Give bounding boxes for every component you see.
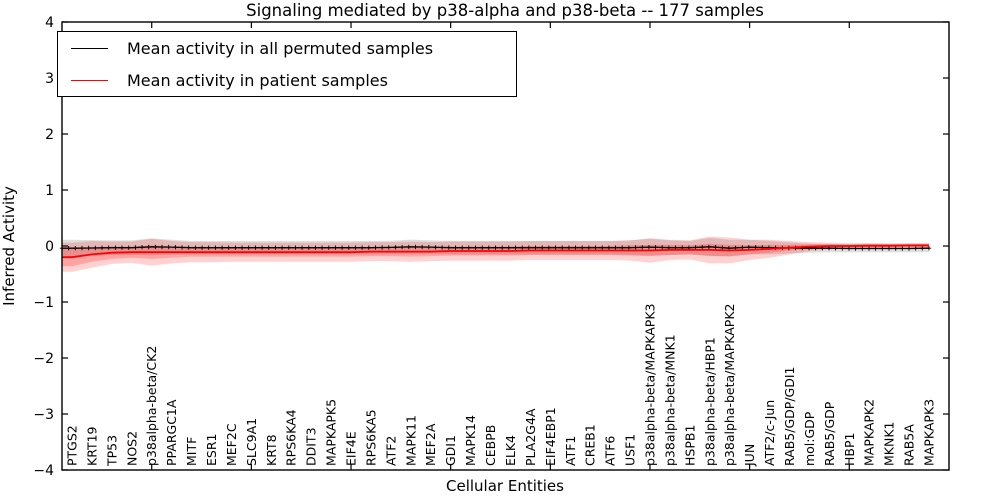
band-patient-outer (62, 236, 929, 272)
x-tick-label: p38alpha-beta/MNK1 (662, 334, 677, 466)
x-tick-label: MAPKAPK3 (922, 399, 937, 466)
x-tick-label: HBP1 (842, 433, 857, 466)
y-tick-label: −2 (33, 351, 54, 367)
x-tick-label: p38alpha-beta/CK2 (144, 346, 159, 466)
x-tick-label: PLA2G4A (523, 408, 538, 466)
x-tick-label: MITF (184, 437, 199, 466)
line-patient-mean (62, 244, 929, 259)
x-tick-label: DDIT3 (304, 427, 319, 466)
y-tick-label: 2 (45, 127, 54, 143)
x-tick-label: ATF2 (383, 436, 398, 466)
x-tick-label: RAB5/GDP/GDI1 (782, 367, 797, 466)
x-tick-label: p38alpha-beta/MAPKAPK2 (722, 304, 737, 467)
x-tick-label: MEF2C (224, 423, 239, 466)
x-tick-label: GDI1 (443, 435, 458, 466)
x-tick-label: RAB5A (902, 424, 917, 466)
x-tick-label: ATF2/c-Jun (762, 400, 777, 466)
x-tick-label: ATF6 (603, 436, 618, 466)
x-tick-label: ELK4 (503, 435, 518, 466)
y-tick-label: −3 (33, 407, 54, 423)
x-tick-label: HSPB1 (682, 425, 697, 466)
y-axis-label: Inferred Activity (0, 186, 18, 306)
x-tick-label: JUN (742, 444, 757, 467)
legend-label-patient: Mean activity in patient samples (127, 70, 388, 90)
x-tick-label: CREB1 (583, 424, 598, 466)
x-tick-label: p38alpha-beta/HBP1 (702, 337, 717, 466)
x-tick-label: CEBPB (483, 425, 498, 466)
x-tick-label: MAPKAPK2 (862, 399, 877, 466)
y-tick-label: −4 (33, 463, 54, 479)
y-tick-label: 0 (45, 239, 54, 255)
x-tick-label: NOS2 (124, 431, 139, 466)
x-tick-label: MKNK1 (882, 422, 897, 466)
x-tick-label: ATF1 (563, 436, 578, 466)
x-tick-label: PTGS2 (65, 425, 80, 466)
legend: Mean activity in all permuted samples Me… (57, 31, 517, 97)
x-tick-label: PPARGC1A (164, 399, 179, 466)
legend-entry-permuted: Mean activity in all permuted samples (58, 34, 516, 62)
x-tick-label: RPS6KA5 (363, 409, 378, 466)
y-tick-label: −1 (33, 295, 54, 311)
x-tick-label: MEF2A (423, 423, 438, 466)
x-tick-label: p38alpha-beta/MAPKAPK3 (642, 304, 657, 467)
x-tick-label: USF1 (623, 434, 638, 466)
x-tick-label: MAPKAPK5 (324, 399, 339, 466)
y-tick-label: 3 (45, 71, 54, 87)
x-tick-label: EIF4EBP1 (543, 407, 558, 466)
x-tick-label: KRT8 (264, 434, 279, 466)
y-tick-label: 1 (45, 183, 54, 199)
x-tick-label: ESR1 (204, 434, 219, 466)
legend-line-sample-permuted (71, 47, 108, 49)
chart-title: Signaling mediated by p38-alpha and p38-… (246, 1, 764, 20)
y-tick-label: 4 (45, 15, 54, 31)
x-tick-label: mol:GDP (802, 411, 817, 466)
x-tick-label: MAPK11 (403, 415, 418, 466)
x-tick-label: RAB5/GDP (822, 401, 837, 466)
legend-line-sample-patient (71, 79, 108, 81)
x-axis-label: Cellular Entities (446, 477, 564, 495)
x-tick-label: EIF4E (344, 431, 359, 466)
x-tick-label: RPS6KA4 (284, 409, 299, 466)
legend-label-permuted: Mean activity in all permuted samples (127, 38, 434, 58)
legend-entry-patient: Mean activity in patient samples (58, 66, 516, 94)
x-tick-label: MAPK14 (463, 415, 478, 466)
x-tick-label: TP53 (104, 435, 119, 467)
x-tick-label: KRT19 (84, 426, 99, 466)
x-tick-label: SLC9A1 (244, 418, 259, 466)
